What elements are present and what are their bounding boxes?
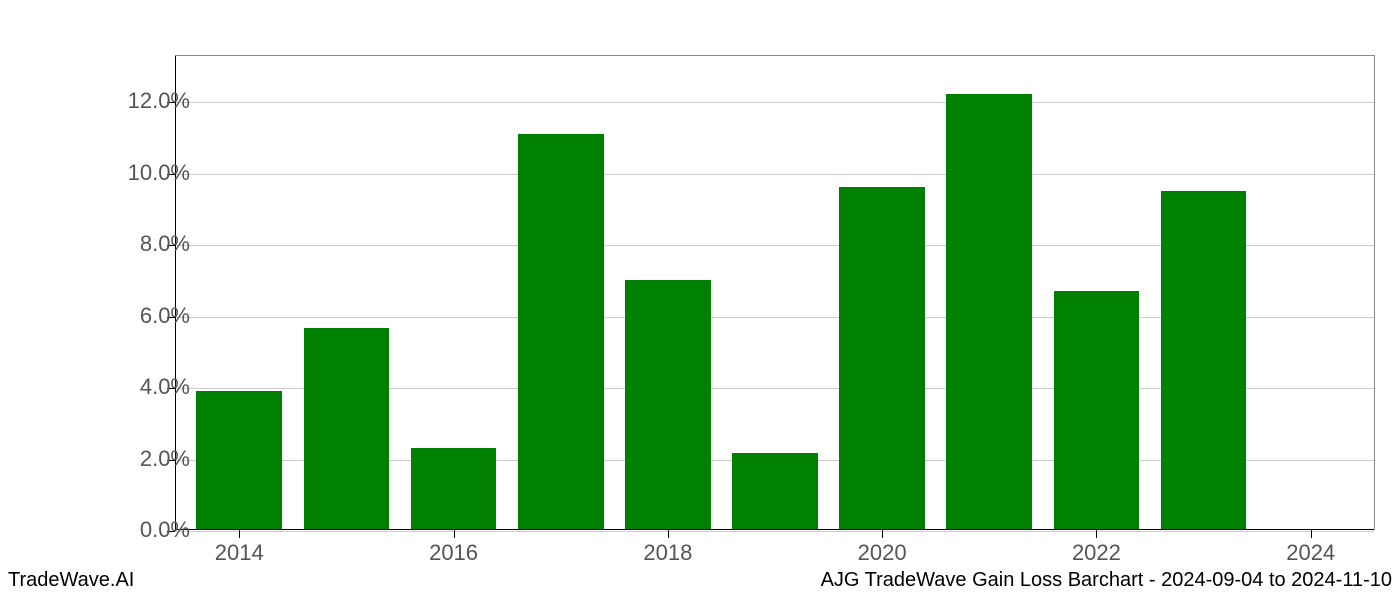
x-tick-label: 2018	[643, 540, 692, 566]
gridline	[175, 174, 1374, 175]
y-tick-label: 6.0%	[140, 303, 190, 329]
y-tick-label: 12.0%	[128, 88, 190, 114]
bar	[732, 453, 818, 530]
x-tick-label: 2016	[429, 540, 478, 566]
bar	[304, 328, 390, 530]
bar	[411, 448, 497, 530]
x-tick-mark	[1096, 530, 1097, 538]
x-tick-mark	[454, 530, 455, 538]
gridline	[175, 102, 1374, 103]
y-tick-label: 2.0%	[140, 446, 190, 472]
gridline	[175, 531, 1374, 532]
x-tick-label: 2014	[215, 540, 264, 566]
bar	[1054, 291, 1140, 530]
footer-right-text: AJG TradeWave Gain Loss Barchart - 2024-…	[821, 569, 1392, 592]
x-axis-line	[175, 529, 1374, 530]
y-tick-label: 4.0%	[140, 374, 190, 400]
x-tick-mark	[882, 530, 883, 538]
x-tick-label: 2020	[858, 540, 907, 566]
bar	[1161, 191, 1247, 530]
bar	[839, 187, 925, 530]
bar	[196, 391, 282, 530]
y-tick-label: 8.0%	[140, 231, 190, 257]
plot-background: 201420162018202020222024	[175, 55, 1375, 530]
y-tick-label: 10.0%	[128, 160, 190, 186]
x-tick-mark	[1311, 530, 1312, 538]
bar	[518, 134, 604, 530]
y-tick-label: 0.0%	[140, 517, 190, 543]
x-tick-mark	[239, 530, 240, 538]
chart-plot-area: 201420162018202020222024	[175, 55, 1375, 530]
bar	[625, 280, 711, 530]
x-tick-label: 2022	[1072, 540, 1121, 566]
bar	[946, 94, 1032, 530]
footer-left-text: TradeWave.AI	[8, 569, 134, 592]
x-tick-label: 2024	[1286, 540, 1335, 566]
x-tick-mark	[668, 530, 669, 538]
